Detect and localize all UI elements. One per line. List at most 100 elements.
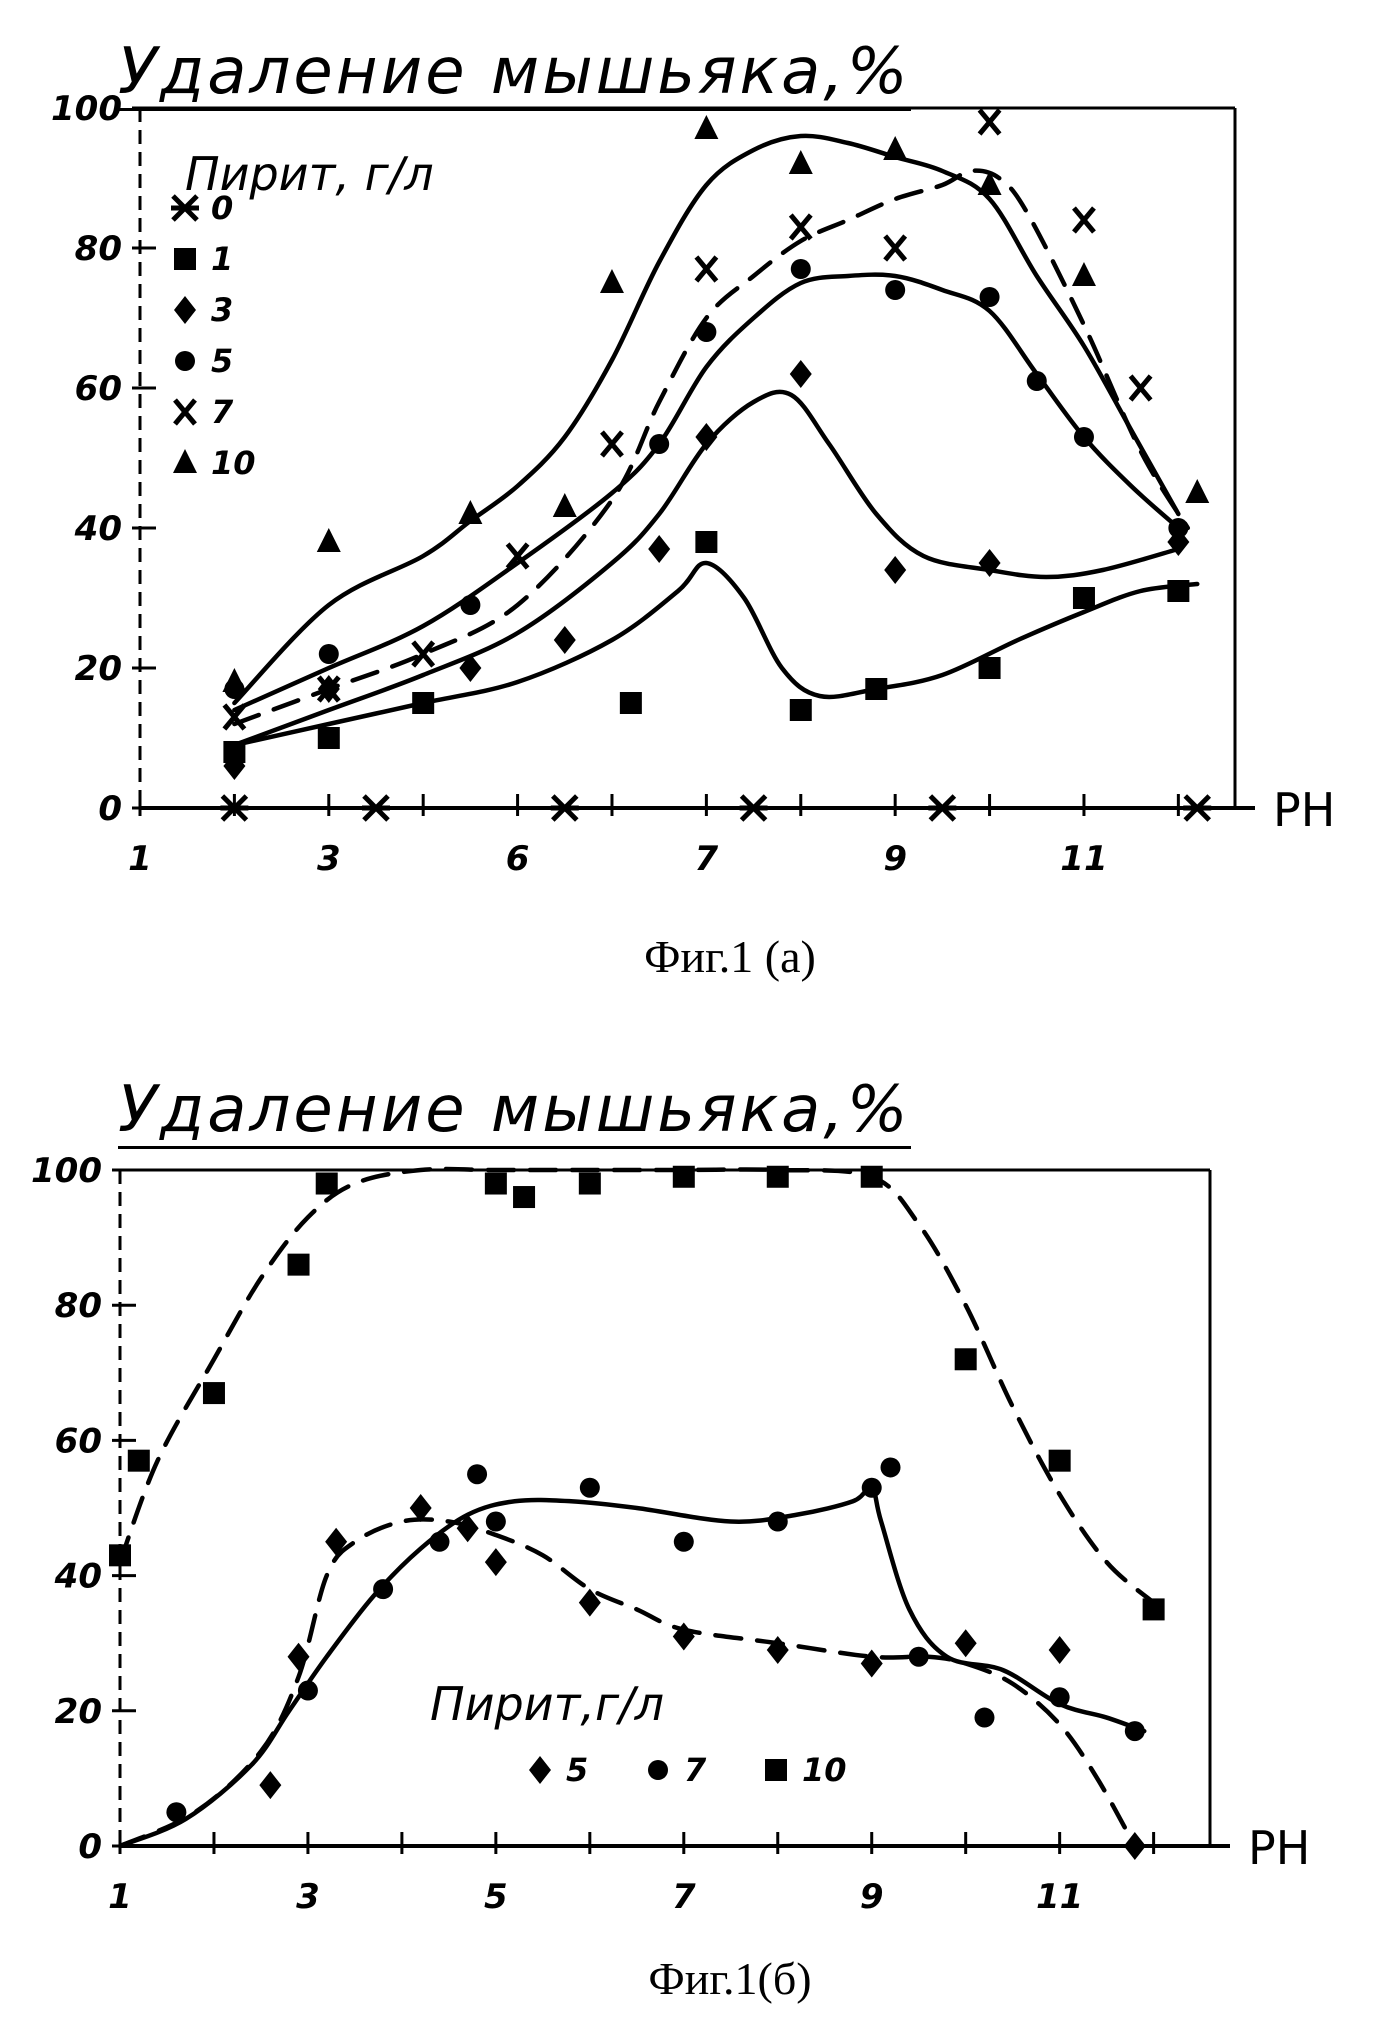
y-tick-label: 80 (55, 1286, 102, 1326)
x-tick-label: 9 (883, 839, 907, 879)
y-tick-label: 40 (74, 509, 122, 549)
data-point-7 (791, 215, 811, 239)
data-point-7 (909, 1647, 929, 1667)
y-tick-label: 0 (98, 789, 122, 829)
x-tick-label: 3 (317, 839, 341, 879)
data-point-5 (1168, 518, 1188, 538)
data-point-0 (362, 796, 390, 820)
data-point-10 (955, 1348, 977, 1370)
data-point-1 (1073, 587, 1095, 609)
data-point-3 (790, 360, 812, 388)
chart-b-frame (120, 1170, 1230, 1846)
data-point-1 (318, 727, 340, 749)
data-point-7 (580, 1478, 600, 1498)
legend-label-1: 1 (211, 240, 233, 278)
data-point-5 (1124, 1832, 1146, 1860)
legend-label-7: 7 (211, 393, 234, 431)
data-point-7 (885, 236, 905, 260)
legend-label-10: 10 (211, 444, 256, 482)
data-point-10 (579, 1173, 601, 1195)
data-point-5 (885, 280, 905, 300)
data-point-1 (1167, 580, 1189, 602)
figure-b-caption: Фиг.1(б) (530, 1952, 930, 2005)
x-tick-label: 1 (108, 1877, 132, 1917)
legend-label-5: 5 (566, 1751, 588, 1789)
y-tick-label: 0 (78, 1827, 102, 1867)
data-point-5 (259, 1771, 281, 1799)
data-point-7 (980, 110, 1000, 134)
x-tick-label: 5 (484, 1877, 508, 1917)
data-point-10 (600, 269, 624, 293)
legend-label-7: 7 (684, 1751, 707, 1789)
figure-a-caption: Фиг.1 (а) (530, 930, 930, 983)
data-point-10 (1143, 1598, 1165, 1620)
legend-marker-1 (174, 248, 196, 270)
data-point-10 (317, 528, 341, 552)
data-point-10 (673, 1166, 695, 1188)
data-point-5 (649, 434, 669, 454)
data-point-7 (881, 1457, 901, 1477)
x-tick-label: 7 (672, 1877, 696, 1917)
y-tick-label: 40 (54, 1557, 102, 1597)
data-point-5 (1027, 371, 1047, 391)
data-point-10 (288, 1254, 310, 1276)
data-point-1 (412, 692, 434, 714)
data-point-7 (373, 1579, 393, 1599)
legend-label-0: 0 (211, 189, 233, 227)
data-point-3 (884, 556, 906, 584)
data-point-10 (128, 1450, 150, 1472)
data-point-1 (865, 678, 887, 700)
data-point-10 (694, 115, 718, 139)
x-tick-label: 11 (1060, 839, 1107, 879)
data-point-0 (740, 796, 768, 820)
data-point-5 (1074, 427, 1094, 447)
data-point-10 (883, 136, 907, 160)
chart-b-legend: Пирит,г/л5710 (430, 1677, 847, 1789)
data-point-3 (554, 626, 576, 654)
series-line-7 (234, 171, 1187, 724)
data-point-7 (298, 1681, 318, 1701)
data-point-5 (288, 1643, 310, 1671)
data-point-5 (1049, 1636, 1071, 1664)
data-point-1 (620, 692, 642, 714)
data-point-10 (109, 1544, 131, 1566)
chart-a-legend: Пирит, г/л0135710 (171, 147, 434, 482)
data-point-10 (789, 150, 813, 174)
data-point-7 (413, 642, 433, 666)
data-point-7 (166, 1802, 186, 1822)
legend-marker-7 (175, 400, 195, 424)
data-point-10 (1072, 262, 1096, 286)
legend-label-5: 5 (211, 342, 233, 380)
y-tick-label: 80 (75, 229, 122, 269)
data-point-7 (1074, 208, 1094, 232)
data-point-0 (928, 796, 956, 820)
data-point-10 (861, 1166, 883, 1188)
data-point-5 (485, 1548, 507, 1576)
series-line-10 (234, 136, 1178, 703)
legend-marker-7 (648, 1760, 668, 1780)
data-point-10 (513, 1186, 535, 1208)
data-point-5 (696, 322, 716, 342)
y-tick-label: 100 (51, 89, 122, 129)
legend-marker-5 (529, 1756, 551, 1784)
legend-marker-10 (765, 1759, 787, 1781)
data-point-10 (222, 668, 246, 692)
data-point-5 (980, 287, 1000, 307)
y-tick-label: 20 (75, 649, 122, 689)
data-point-7 (862, 1478, 882, 1498)
data-point-3 (695, 423, 717, 451)
data-point-5 (791, 259, 811, 279)
data-point-7 (974, 1708, 994, 1728)
data-point-5 (319, 644, 339, 664)
data-point-7 (768, 1512, 788, 1532)
data-point-3 (648, 535, 670, 563)
data-point-5 (460, 595, 480, 615)
x-tick-label: 6 (506, 839, 530, 879)
legend-label-3: 3 (211, 291, 233, 329)
data-point-10 (1185, 479, 1209, 503)
y-tick-label: 20 (55, 1692, 102, 1732)
y-tick-label: 60 (55, 1421, 102, 1461)
data-point-10 (485, 1173, 507, 1195)
legend-title: Пирит,г/л (430, 1677, 664, 1731)
data-point-7 (1125, 1721, 1145, 1741)
